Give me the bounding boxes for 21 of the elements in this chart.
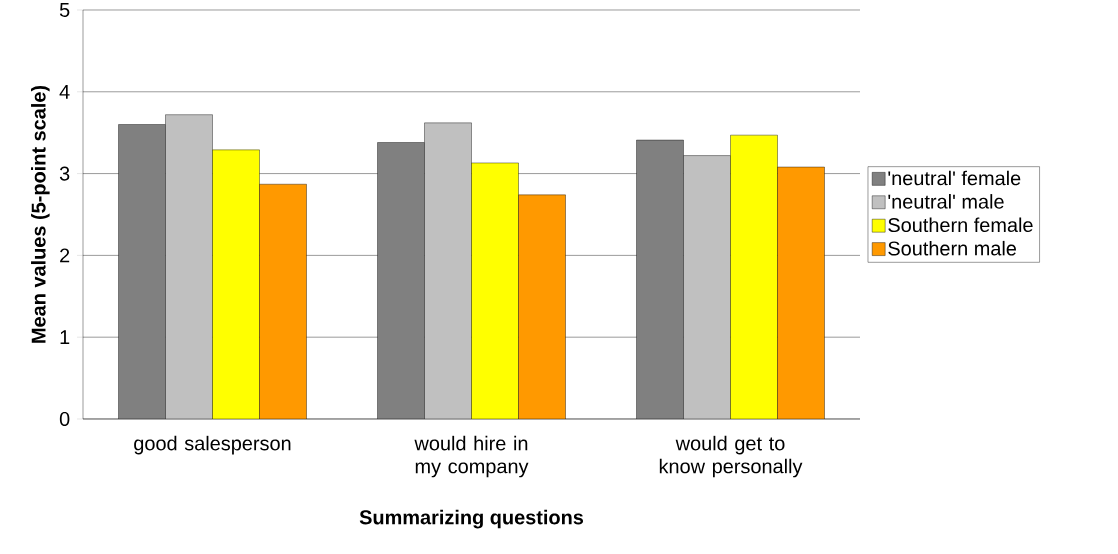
- y-tick-label: 3: [59, 166, 70, 181]
- y-axis-title: Mean values (5-point scale): [31, 85, 50, 343]
- x-tick-label: would get to know personally: [659, 435, 803, 478]
- x-tick-label: would hire in my company: [414, 435, 529, 478]
- y-tick-label: 5: [59, 3, 70, 17]
- x-tick-label: good salesperson: [134, 435, 291, 455]
- bar: [777, 166, 825, 419]
- bar: [259, 184, 307, 419]
- legend-label: 'neutral' male: [888, 194, 1004, 209]
- y-tick-label: 2: [60, 248, 70, 263]
- bar: [518, 194, 566, 419]
- y-tick-label: 1: [60, 330, 70, 345]
- legend-label: 'neutral' female: [888, 170, 1021, 186]
- legend-label: Southern female: [888, 217, 1033, 233]
- bar: [212, 149, 260, 419]
- x-axis-title: Summarizing questions: [359, 509, 584, 529]
- y-tick-label: 4: [59, 84, 70, 99]
- legend-label: Southern male: [888, 240, 1017, 256]
- y-tick-label: 0: [59, 411, 70, 427]
- bar: [471, 162, 519, 419]
- bar: [730, 134, 778, 419]
